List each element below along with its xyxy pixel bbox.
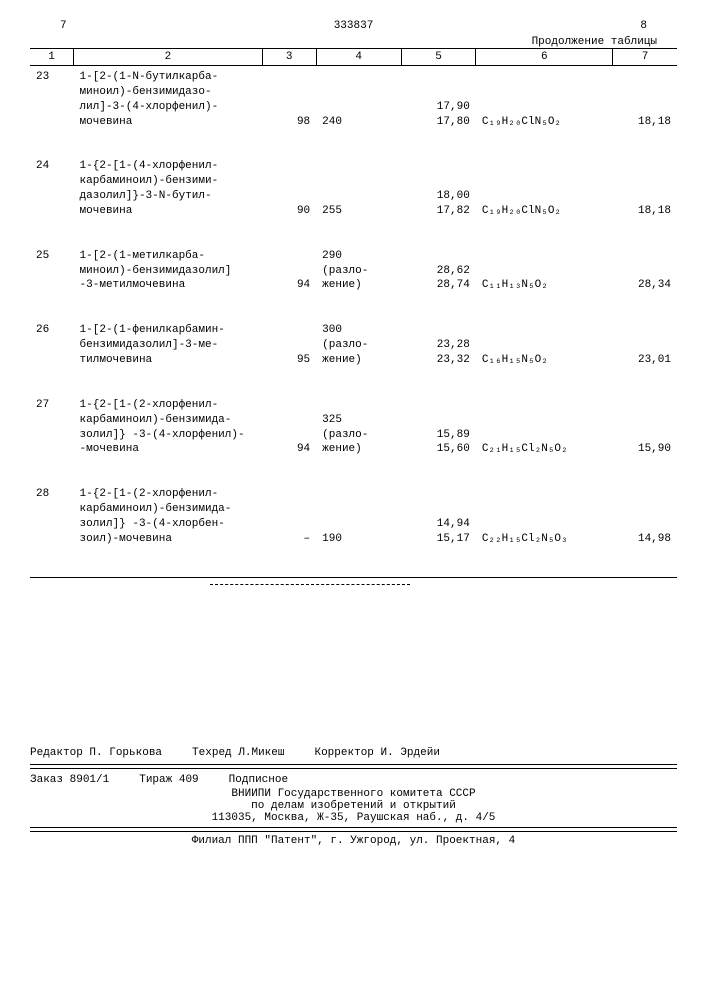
table-row: 261-[2-(1-фенилкарбамин-бензимидазолил]-…	[30, 319, 677, 372]
col5-val: 15,8915,60	[401, 394, 476, 461]
compound-name: 1-[2-(1-метилкарба-миноил)-бензимидазоли…	[74, 245, 263, 298]
row-num: 26	[30, 319, 74, 372]
dashed-separator	[210, 584, 410, 585]
compound-name: 1-[2-(1-фенилкарбамин-бензимидазолил]-3-…	[74, 319, 263, 372]
page-left: 7	[60, 20, 67, 32]
compound-name: 1-{2-[1-(2-хлорфенил-карбаминоил)-бензим…	[74, 483, 263, 550]
table-row: 271-{2-[1-(2-хлорфенил-карбаминоил)-бенз…	[30, 394, 677, 461]
table-bottom-rule	[30, 577, 677, 578]
footer-block: Редактор П. Горькова Техред Л.Микеш Корр…	[30, 745, 677, 847]
col5-val: 28,6228,74	[401, 245, 476, 298]
col-header: 2	[74, 49, 263, 66]
table-row: 241-{2-[1-(4-хлорфенил-карбаминоил)-бенз…	[30, 155, 677, 222]
org-line-2: по делам изобретений и открытий	[30, 800, 677, 812]
col4-val: 190	[316, 483, 401, 550]
row-num: 24	[30, 155, 74, 222]
col-header: 6	[476, 49, 613, 66]
compound-name: 1-{2-[1-(2-хлорфенил-карбаминоил)-бензим…	[74, 394, 263, 461]
table-row: 281-{2-[1-(2-хлорфенил-карбаминоил)-бенз…	[30, 483, 677, 550]
col-header: 1	[30, 49, 74, 66]
formula: C₁₉H₂₀ClN₅O₂	[476, 155, 613, 222]
col5-val: 18,0017,82	[401, 155, 476, 222]
col3-val: 95	[262, 319, 316, 372]
row-num: 27	[30, 394, 74, 461]
table-row: 251-[2-(1-метилкарба-миноил)-бензимидазо…	[30, 245, 677, 298]
podpisnoe: Подписное	[229, 774, 288, 786]
tech: Техред Л.Микеш	[192, 747, 284, 759]
col3-val: 98	[262, 66, 316, 134]
col4-val: 290(разло-жение)	[316, 245, 401, 298]
order: Заказ 8901/1	[30, 774, 109, 786]
formula: C₁₁H₁₃N₅O₂	[476, 245, 613, 298]
row-num: 23	[30, 66, 74, 134]
col7-val: 18,18	[613, 66, 677, 134]
formula: C₁₉H₂₀ClN₅O₂	[476, 66, 613, 134]
col7-val: 15,90	[613, 394, 677, 461]
continuation-label: Продолжение таблицы	[30, 36, 677, 48]
compound-name: 1-[2-(1-N-бутилкарба-миноил)-бензимидазо…	[74, 66, 263, 134]
col7-val: 28,34	[613, 245, 677, 298]
editor: Редактор П. Горькова	[30, 747, 162, 759]
col3-val: 90	[262, 155, 316, 222]
formula: C₂₂H₁₅Cl₂N₅O₃	[476, 483, 613, 550]
table-header-row: 1 2 3 4 5 6 7	[30, 49, 677, 66]
col4-val: 325(разло-жение)	[316, 394, 401, 461]
col4-val: 255	[316, 155, 401, 222]
col3-val: –	[262, 483, 316, 550]
col-header: 7	[613, 49, 677, 66]
org-line-1: ВНИИПИ Государственного комитета СССР	[30, 788, 677, 800]
col-header: 4	[316, 49, 401, 66]
formula: C₁₆H₁₅N₅O₂	[476, 319, 613, 372]
col-header: 5	[401, 49, 476, 66]
addr-2: Филиал ППП "Патент", г. Ужгород, ул. Про…	[30, 835, 677, 847]
col4-val: 300(разло-жение)	[316, 319, 401, 372]
data-table: 1 2 3 4 5 6 7 231-[2-(1-N-бутилкарба-мин…	[30, 48, 677, 573]
col5-val: 17,9017,80	[401, 66, 476, 134]
row-num: 25	[30, 245, 74, 298]
page-right: 8	[640, 20, 647, 32]
addr-1: 113035, Москва, Ж-35, Раушская наб., д. …	[30, 812, 677, 824]
col5-val: 14,9415,17	[401, 483, 476, 550]
col7-val: 18,18	[613, 155, 677, 222]
col7-val: 14,98	[613, 483, 677, 550]
col7-val: 23,01	[613, 319, 677, 372]
row-num: 28	[30, 483, 74, 550]
compound-name: 1-{2-[1-(4-хлорфенил-карбаминоил)-бензим…	[74, 155, 263, 222]
col4-val: 240	[316, 66, 401, 134]
corrector: Корректор И. Эрдейи	[314, 747, 439, 759]
col3-val: 94	[262, 394, 316, 461]
table-row: 231-[2-(1-N-бутилкарба-миноил)-бензимида…	[30, 66, 677, 134]
col5-val: 23,2823,32	[401, 319, 476, 372]
col3-val: 94	[262, 245, 316, 298]
doc-number: 333837	[334, 20, 374, 32]
formula: C₂₁H₁₅Cl₂N₅O₂	[476, 394, 613, 461]
col-header: 3	[262, 49, 316, 66]
tiraj: Тираж 409	[139, 774, 198, 786]
